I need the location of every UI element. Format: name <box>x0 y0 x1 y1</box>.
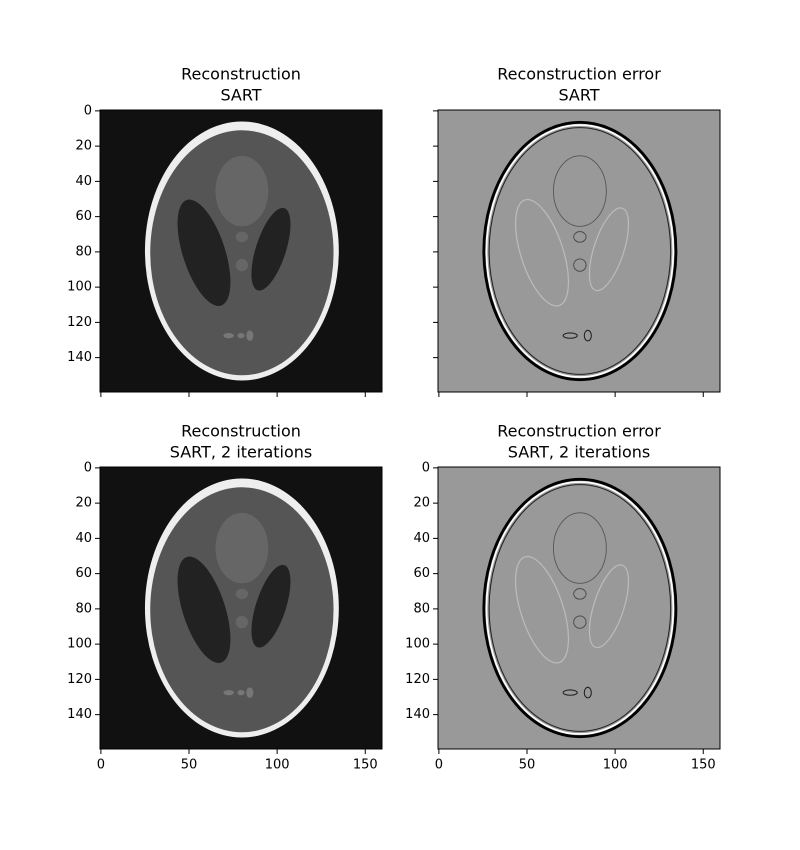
axes-frame <box>99 109 383 393</box>
skull-edge <box>482 120 678 382</box>
image <box>100 467 382 749</box>
y-tick-label: 120 <box>67 672 92 687</box>
image <box>100 110 382 392</box>
y-tick-label: 140 <box>67 707 92 722</box>
ventricle-top-edge <box>553 512 607 584</box>
dot <box>223 332 234 339</box>
dot <box>237 332 245 339</box>
axes-title: Reconstruction error <box>497 65 661 84</box>
axes-title: SART <box>558 86 599 105</box>
dot <box>235 588 249 600</box>
ventricle-top <box>215 512 269 584</box>
y-tick-label: 100 <box>405 637 430 652</box>
x-tick-label: 50 <box>519 758 536 773</box>
dot-edge <box>562 689 578 696</box>
dot <box>223 689 234 696</box>
ventricle-left-edge <box>514 555 570 664</box>
skull-edge <box>482 477 678 739</box>
y-tick-label: 0 <box>84 103 92 118</box>
skull-edge <box>488 127 672 375</box>
x-tick-label: 150 <box>353 758 378 773</box>
skull-edge <box>485 124 675 378</box>
y-tick-label: 100 <box>67 280 92 295</box>
dot-edge <box>573 231 587 243</box>
y-tick-label: 20 <box>75 139 92 154</box>
y-tick-label: 60 <box>413 566 430 581</box>
dot-edge <box>562 332 578 339</box>
dot <box>246 330 254 341</box>
y-tick-label: 20 <box>413 496 430 511</box>
y-tick-label: 80 <box>75 244 92 259</box>
dot-edge <box>583 686 592 699</box>
dot <box>246 687 254 698</box>
ventricle-right <box>251 207 291 291</box>
y-tick-label: 140 <box>67 350 92 365</box>
dot-edge <box>573 258 587 272</box>
x-tick-label: 50 <box>181 758 198 773</box>
y-tick-label: 0 <box>422 460 430 475</box>
ventricle-top-edge <box>553 155 607 227</box>
y-tick-label: 40 <box>413 531 430 546</box>
axes-title: SART, 2 iterations <box>508 443 651 462</box>
x-tick-label: 150 <box>691 758 716 773</box>
ventricle-right-edge <box>588 207 630 292</box>
axes-frame <box>99 466 383 750</box>
y-tick-label: 80 <box>75 601 92 616</box>
ventricle-right-edge <box>588 564 630 649</box>
brain <box>150 130 334 376</box>
dot <box>235 231 249 243</box>
axes-frame <box>437 466 721 750</box>
axes-title: Reconstruction error <box>497 422 661 441</box>
x-tick-label: 0 <box>435 758 443 773</box>
ventricle-top <box>215 155 269 227</box>
skull-edge <box>485 481 675 735</box>
image-background <box>438 467 720 749</box>
brain <box>150 487 334 733</box>
dot-edge <box>583 329 592 342</box>
axes-frame <box>437 109 721 393</box>
x-tick-label: 100 <box>603 758 628 773</box>
axes-title: SART <box>220 86 261 105</box>
dot <box>235 258 249 272</box>
y-tick-label: 20 <box>75 496 92 511</box>
dot <box>235 615 249 629</box>
axes-title: Reconstruction <box>181 65 301 84</box>
ventricle-left <box>177 556 231 663</box>
y-tick-label: 80 <box>413 601 430 616</box>
y-tick-label: 120 <box>67 315 92 330</box>
y-tick-label: 40 <box>75 174 92 189</box>
y-tick-label: 60 <box>75 209 92 224</box>
y-tick-label: 60 <box>75 566 92 581</box>
x-tick-label: 0 <box>97 758 105 773</box>
image <box>438 467 720 749</box>
axes-title: SART, 2 iterations <box>170 443 313 462</box>
y-tick-label: 0 <box>84 460 92 475</box>
dot-edge <box>573 588 587 600</box>
axes-title: Reconstruction <box>181 422 301 441</box>
image-background <box>438 110 720 392</box>
y-tick-label: 120 <box>405 672 430 687</box>
ventricle-left <box>177 199 231 306</box>
x-tick-label: 100 <box>265 758 290 773</box>
skull-edge <box>488 484 672 732</box>
image <box>438 110 720 392</box>
dot <box>237 689 245 696</box>
y-tick-label: 40 <box>75 531 92 546</box>
y-tick-label: 140 <box>405 707 430 722</box>
ventricle-right <box>251 564 291 648</box>
y-tick-label: 100 <box>67 637 92 652</box>
ventricle-left-edge <box>514 198 570 307</box>
dot-edge <box>573 615 587 629</box>
